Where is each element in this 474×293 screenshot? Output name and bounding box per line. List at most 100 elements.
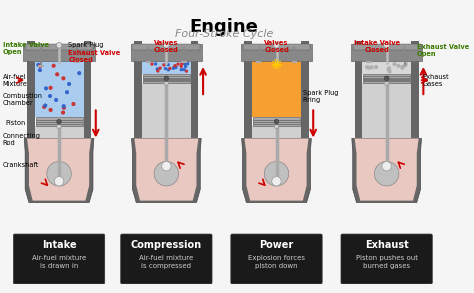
Text: Piston pushes out
burned gases: Piston pushes out burned gases — [356, 255, 418, 269]
Text: Air-fuel
Mixture: Air-fuel Mixture — [2, 74, 27, 88]
Bar — [182, 61, 187, 63]
Circle shape — [164, 67, 167, 70]
Circle shape — [47, 161, 71, 186]
Bar — [143, 79, 190, 80]
Text: Valves
Closed: Valves Closed — [154, 40, 179, 53]
Bar — [131, 44, 202, 61]
FancyBboxPatch shape — [121, 234, 212, 284]
Bar — [143, 80, 190, 81]
Circle shape — [396, 64, 401, 68]
Circle shape — [164, 76, 169, 81]
Circle shape — [168, 67, 172, 70]
Polygon shape — [245, 139, 309, 201]
Polygon shape — [27, 139, 91, 201]
Circle shape — [274, 119, 279, 124]
Text: Piston: Piston — [5, 120, 26, 126]
Circle shape — [72, 102, 75, 106]
Circle shape — [367, 66, 371, 70]
Bar — [252, 126, 301, 139]
Circle shape — [180, 68, 183, 71]
Circle shape — [172, 67, 175, 70]
Bar — [142, 83, 191, 139]
Text: Compression: Compression — [131, 240, 202, 250]
Circle shape — [158, 67, 162, 70]
Circle shape — [155, 67, 159, 71]
Wedge shape — [72, 53, 89, 61]
Circle shape — [36, 63, 40, 67]
Circle shape — [173, 65, 176, 69]
Bar — [241, 44, 312, 61]
Circle shape — [162, 63, 165, 67]
Circle shape — [264, 161, 289, 186]
Circle shape — [173, 64, 177, 67]
Circle shape — [384, 42, 390, 48]
Circle shape — [38, 68, 42, 72]
Circle shape — [374, 65, 378, 69]
Wedge shape — [290, 53, 307, 61]
Circle shape — [174, 66, 178, 69]
Wedge shape — [376, 163, 397, 174]
Bar — [35, 126, 83, 139]
Wedge shape — [156, 163, 177, 174]
Text: Intake Valve
Closed: Intake Valve Closed — [354, 40, 400, 53]
Circle shape — [43, 103, 47, 108]
Wedge shape — [49, 174, 69, 184]
Text: Crankshaft: Crankshaft — [2, 162, 39, 168]
Circle shape — [55, 176, 64, 186]
Bar — [253, 120, 300, 121]
Circle shape — [42, 105, 46, 109]
Bar — [351, 44, 422, 61]
Circle shape — [182, 68, 186, 71]
Text: Connecting
Rod: Connecting Rod — [2, 133, 41, 146]
Bar — [353, 44, 420, 50]
Text: Power: Power — [259, 240, 293, 250]
Bar — [23, 44, 95, 61]
Circle shape — [384, 81, 389, 85]
Bar — [363, 80, 410, 81]
Circle shape — [62, 104, 66, 108]
Circle shape — [154, 161, 179, 186]
Text: Spark Plug: Spark Plug — [68, 42, 104, 48]
Bar — [363, 76, 410, 77]
Bar — [411, 41, 419, 139]
Bar — [142, 61, 191, 74]
Circle shape — [150, 62, 154, 66]
Circle shape — [388, 69, 392, 74]
Text: Valves
Closed: Valves Closed — [264, 40, 289, 53]
Bar — [83, 41, 91, 139]
Bar — [362, 83, 411, 139]
Text: Spark Plug
Firing: Spark Plug Firing — [303, 91, 338, 103]
Circle shape — [77, 71, 81, 75]
Bar — [292, 61, 297, 63]
Bar — [366, 61, 372, 63]
Bar — [253, 117, 300, 126]
Circle shape — [273, 42, 279, 48]
Circle shape — [180, 62, 183, 66]
Text: Exhaust: Exhaust — [365, 240, 409, 250]
Circle shape — [62, 106, 66, 110]
Wedge shape — [180, 53, 197, 61]
Bar — [363, 74, 410, 83]
Bar — [36, 124, 82, 125]
Text: Exhaust
Gases: Exhaust Gases — [422, 74, 449, 88]
Bar — [35, 61, 83, 117]
Circle shape — [156, 69, 160, 73]
Circle shape — [57, 124, 62, 129]
Wedge shape — [266, 174, 287, 184]
Bar — [134, 41, 142, 139]
Polygon shape — [355, 139, 419, 201]
Circle shape — [272, 176, 281, 186]
Circle shape — [167, 68, 170, 71]
Circle shape — [374, 161, 399, 186]
Bar — [252, 61, 301, 117]
Circle shape — [48, 86, 53, 90]
Circle shape — [400, 66, 404, 70]
Bar — [27, 41, 35, 139]
Circle shape — [164, 81, 169, 85]
Circle shape — [186, 62, 189, 65]
Circle shape — [401, 65, 405, 69]
Circle shape — [48, 108, 53, 112]
Circle shape — [164, 42, 169, 48]
Text: Intake: Intake — [42, 240, 76, 250]
Text: Explosion forces
piston down: Explosion forces piston down — [248, 255, 305, 269]
